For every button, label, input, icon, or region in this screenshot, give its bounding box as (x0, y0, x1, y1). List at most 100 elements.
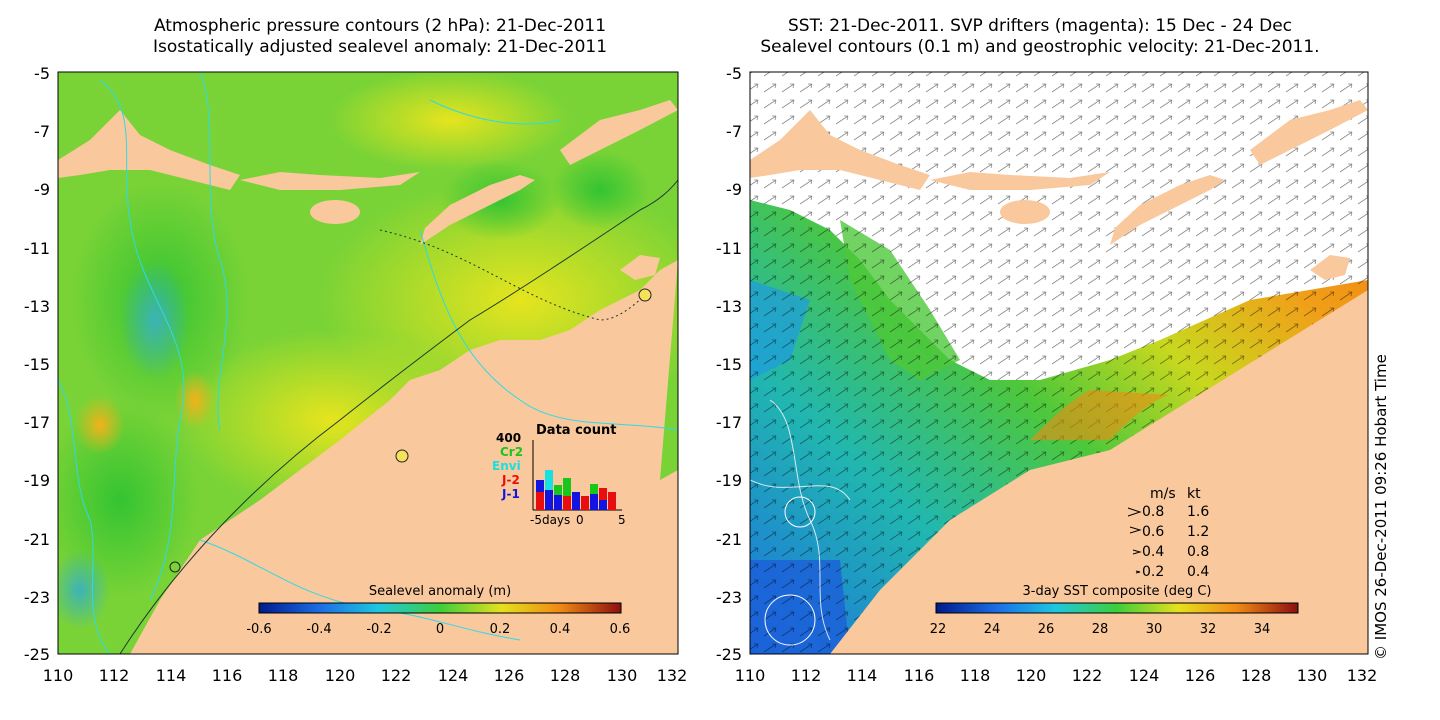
left-x-axis: 110 112 114 116 118 120 122 124 126 128 … (43, 666, 688, 685)
right-x-tick: 112 (791, 666, 822, 685)
left-x-tick: 126 (494, 666, 525, 685)
left-x-tick: 132 (657, 666, 688, 685)
colorbar-tick: 0.4 (550, 622, 571, 637)
right-y-tick: -7 (726, 122, 742, 141)
left-x-tick: 130 (607, 666, 638, 685)
velocity-legend-kt-header: kt (1187, 486, 1201, 502)
sealevel-colorbar-label: Sealevel anomaly (m) (369, 584, 511, 599)
right-map-frame (749, 71, 1369, 655)
velocity-arrow-icon (1135, 570, 1141, 574)
colorbar-tick: 34 (1254, 622, 1271, 637)
velocity-legend-ms-header: m/s (1150, 486, 1176, 502)
left-map-field (58, 72, 678, 654)
left-x-tick: 118 (268, 666, 299, 685)
right-x-tick: 114 (847, 666, 878, 685)
left-y-tick: -21 (24, 530, 50, 549)
sst-colorbar: 3-day SST composite (deg C) 22 24 26 28 … (930, 584, 1299, 637)
colorbar-tick: 26 (1038, 622, 1055, 637)
left-x-tick: 114 (156, 666, 187, 685)
velocity-legend-ms: 0.6 (1142, 524, 1164, 540)
left-title-line2: Isostatically adjusted sealevel anomaly:… (152, 37, 608, 57)
right-x-tick: 126 (1185, 666, 1216, 685)
right-y-tick: -11 (716, 239, 742, 258)
left-y-tick: -11 (24, 239, 50, 258)
velocity-arrow-icon (1129, 526, 1142, 534)
imos-credit: © IMOS 26-Dec-2011 09:26 Hobart Time (1372, 354, 1390, 660)
data-count-x-start: -5days (530, 513, 570, 527)
left-y-tick: -17 (24, 413, 50, 432)
right-x-tick: 132 (1347, 666, 1378, 685)
left-x-tick: 112 (99, 666, 130, 685)
right-y-tick: -15 (716, 355, 742, 374)
left-map-frame (57, 71, 679, 655)
mission-cr2: Cr2 (500, 445, 523, 459)
colorbar-tick: -0.2 (366, 622, 391, 637)
left-map-title: Atmospheric pressure contours (2 hPa): 2… (40, 16, 720, 58)
right-title-line1: SST: 21-Dec-2011. SVP drifters (magenta)… (787, 16, 1293, 36)
velocity-legend-ms: 0.8 (1142, 504, 1164, 520)
velocity-arrow-icon (1132, 549, 1142, 555)
colorbar-tick: -0.4 (306, 622, 331, 637)
colorbar-tick: 24 (984, 622, 1001, 637)
colorbar-tick: 0.6 (610, 622, 631, 637)
colorbar-tick: 32 (1200, 622, 1217, 637)
mission-envi: Envi (492, 459, 521, 473)
right-x-tick: 122 (1072, 666, 1103, 685)
velocity-legend-kt: 0.8 (1187, 544, 1209, 560)
left-x-tick: 116 (212, 666, 243, 685)
right-y-tick: -23 (716, 588, 742, 607)
left-y-tick: -23 (24, 588, 50, 607)
right-x-axis: 110 112 114 116 118 120 122 124 126 128 … (735, 666, 1378, 685)
velocity-legend-kt: 0.4 (1187, 564, 1209, 580)
left-title-line1: Atmospheric pressure contours (2 hPa): 2… (153, 16, 607, 36)
left-map: -5 -7 -9 -11 -13 -15 -17 -19 -21 -23 -25… (24, 64, 688, 685)
velocity-legend-ms: 0.4 (1142, 544, 1164, 560)
data-count-inset: Data count 400 Cr2 Envi J-2 J-1 -5days 0… (492, 423, 626, 527)
right-y-tick: -17 (716, 413, 742, 432)
left-y-axis: -5 -7 -9 -11 -13 -15 -17 -19 -21 -23 -25 (24, 64, 50, 664)
data-count-bars (536, 470, 616, 510)
left-y-tick: -9 (34, 180, 50, 199)
colorbar-tick: 22 (930, 622, 947, 637)
right-map: -5 -7 -9 -11 -13 -15 -17 -19 -21 -23 -25… (716, 64, 1378, 685)
left-y-tick: -5 (34, 64, 50, 83)
left-x-tick: 124 (438, 666, 469, 685)
velocity-arrow-icon (1127, 507, 1142, 517)
right-y-tick: -9 (726, 180, 742, 199)
data-count-x-mid: 0 (576, 513, 584, 527)
colorbar-tick: 0.2 (490, 622, 511, 637)
left-x-tick: 120 (325, 666, 356, 685)
right-x-tick: 130 (1297, 666, 1328, 685)
colorbar-tick: 30 (1146, 622, 1163, 637)
velocity-legend-kt: 1.6 (1187, 504, 1209, 520)
right-map-title: SST: 21-Dec-2011. SVP drifters (magenta)… (700, 16, 1380, 58)
right-y-tick: -5 (726, 64, 742, 83)
left-y-tick: -15 (24, 355, 50, 374)
data-count-title: Data count (536, 423, 616, 438)
right-x-tick: 116 (904, 666, 935, 685)
velocity-legend-kt: 1.2 (1187, 524, 1209, 540)
colorbar-tick: 28 (1092, 622, 1109, 637)
left-x-tick: 110 (43, 666, 74, 685)
right-x-tick: 128 (1241, 666, 1272, 685)
right-x-tick: 110 (735, 666, 766, 685)
right-title-line2: Sealevel contours (0.1 m) and geostrophi… (760, 37, 1320, 57)
left-y-tick: -7 (34, 122, 50, 141)
left-y-tick: -13 (24, 297, 50, 316)
colorbar-tick: -0.6 (246, 622, 271, 637)
mission-j1: J-1 (501, 487, 520, 501)
right-y-axis: -5 -7 -9 -11 -13 -15 -17 -19 -21 -23 -25 (716, 64, 742, 664)
left-y-tick: -25 (24, 645, 50, 664)
right-x-tick: 120 (1016, 666, 1047, 685)
right-y-tick: -13 (716, 297, 742, 316)
right-x-tick: 124 (1129, 666, 1160, 685)
sst-colorbar-label: 3-day SST composite (deg C) (1022, 584, 1211, 599)
right-y-tick: -21 (716, 530, 742, 549)
data-count-x-end: 5 (618, 513, 626, 527)
right-y-tick: -25 (716, 645, 742, 664)
left-x-tick: 122 (381, 666, 412, 685)
right-map-field (750, 72, 1368, 654)
data-count-max: 400 (496, 431, 521, 445)
right-x-tick: 118 (960, 666, 991, 685)
right-y-tick: -19 (716, 471, 742, 490)
